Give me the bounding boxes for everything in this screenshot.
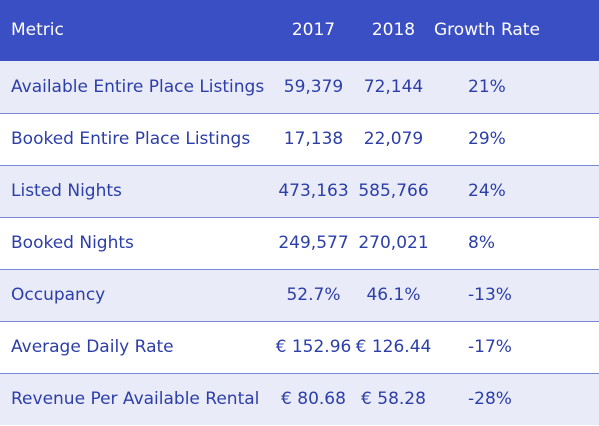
cell-metric: Average Daily Rate bbox=[11, 337, 174, 357]
cell-growth: -13% bbox=[468, 285, 512, 305]
cell-2017: 52.7% bbox=[286, 285, 341, 305]
cell-growth: 21% bbox=[468, 76, 506, 97]
table-row: Available Entire Place Listings 59,379 7… bbox=[0, 61, 599, 113]
table-header: Metric 2017 2018 Growth Rate bbox=[0, 0, 599, 61]
cell-growth: -28% bbox=[468, 389, 512, 410]
header-metric: Metric bbox=[11, 19, 64, 40]
cell-metric: Revenue Per Available Rental bbox=[11, 389, 260, 410]
cell-2017: 17,138 bbox=[283, 129, 344, 149]
cell-2018: 46.1% bbox=[366, 285, 421, 305]
cell-2018: 585,766 bbox=[358, 181, 429, 201]
table-row: Revenue Per Available Rental € 80.68 € 5… bbox=[0, 373, 599, 425]
cell-2018: 22,079 bbox=[363, 129, 424, 149]
table-row: Booked Entire Place Listings 17,138 22,0… bbox=[0, 113, 599, 165]
header-growth-rate: Growth Rate bbox=[434, 19, 540, 40]
header-row: Metric 2017 2018 Growth Rate bbox=[0, 0, 599, 61]
cell-growth: -17% bbox=[468, 337, 512, 357]
cell-2017: € 152.96 bbox=[275, 337, 352, 357]
cell-2017: 59,379 bbox=[283, 76, 344, 97]
table-body: Available Entire Place Listings 59,379 7… bbox=[0, 61, 599, 425]
cell-growth: 24% bbox=[468, 181, 506, 201]
cell-2018: 270,021 bbox=[358, 233, 429, 253]
table-row: Listed Nights 473,163 585,766 24% bbox=[0, 165, 599, 217]
cell-2018: € 126.44 bbox=[355, 337, 432, 357]
table-row: Occupancy 52.7% 46.1% -13% bbox=[0, 269, 599, 321]
cell-growth: 29% bbox=[468, 129, 506, 149]
cell-metric: Booked Entire Place Listings bbox=[11, 129, 251, 149]
cell-2017: 249,577 bbox=[278, 233, 349, 253]
cell-metric: Listed Nights bbox=[11, 181, 122, 201]
cell-growth: 8% bbox=[468, 233, 495, 253]
cell-2018: 72,144 bbox=[363, 76, 424, 97]
header-2017: 2017 bbox=[291, 19, 336, 40]
cell-metric: Occupancy bbox=[11, 285, 106, 305]
cell-2018: € 58.28 bbox=[361, 389, 426, 410]
table-row: Booked Nights 249,577 270,021 8% bbox=[0, 217, 599, 269]
header-2018: 2018 bbox=[371, 19, 416, 40]
cell-metric: Booked Nights bbox=[11, 233, 134, 253]
cell-2017: 473,163 bbox=[278, 181, 349, 201]
cell-metric: Available Entire Place Listings bbox=[11, 76, 265, 97]
table-row: Average Daily Rate € 152.96 € 126.44 -17… bbox=[0, 321, 599, 373]
cell-2017: € 80.68 bbox=[281, 389, 346, 410]
